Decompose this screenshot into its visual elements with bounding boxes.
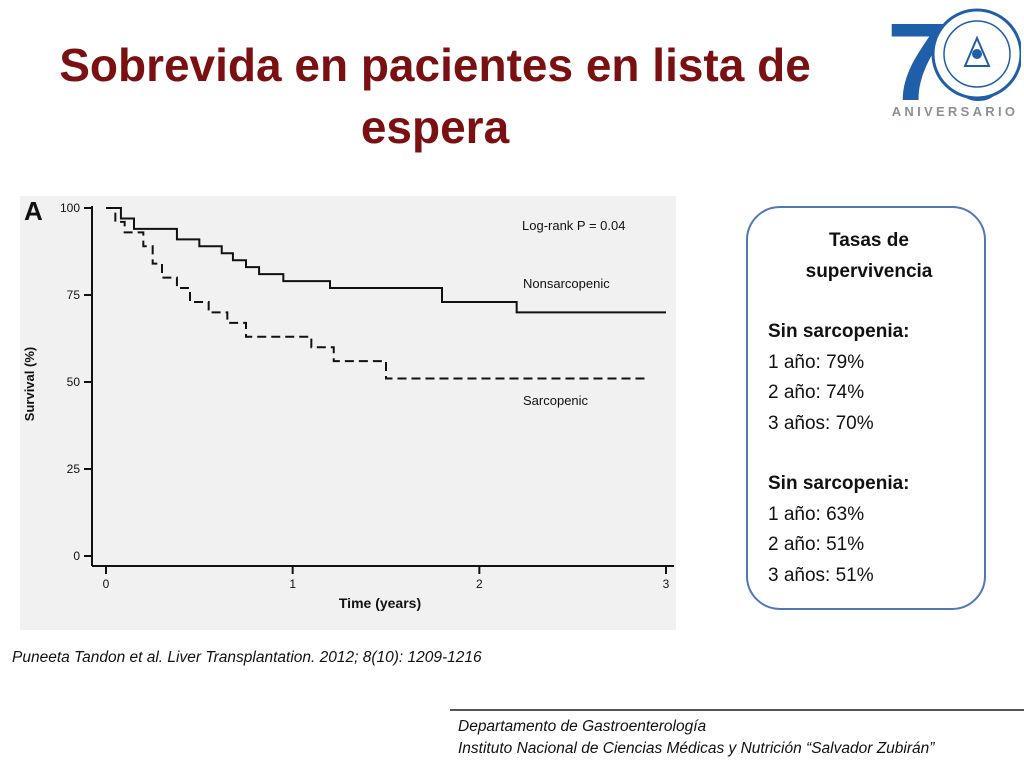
rate-row: 1 año: 63% [768,503,865,525]
survival-chart: 0 25 50 75 100 0 1 2 3 A Log-rank P = 0.04 Nonsa… [22,196,674,611]
footer-department: Departamento de Gastroenterología [458,718,707,735]
rate-row: 3 años: 51% [768,564,874,586]
y-axis-label: Survival (%) [22,347,37,421]
anniversary-logo: 70 [887,4,1021,122]
citation: Puneeta Tandon et al. Liver Transplantat… [12,649,482,666]
y-tick-label: 75 [67,288,81,302]
rate-row: 2 año: 51% [768,534,865,555]
footer: Departamento de Gastroenterología Instit… [458,716,1024,760]
legend-label-nonsarcopenic: Nonsarcopenic [523,276,610,291]
survival-rates-box: Tasas de supervivencia Sin sarcopenia: 1… [746,206,986,610]
x-tick-label: 0 [103,577,110,591]
y-tick-label: 100 [60,201,80,215]
x-tick-label: 1 [289,577,296,591]
y-tick-label: 50 [67,375,81,389]
chart-axes: 0 25 50 75 100 0 1 2 3 [60,201,674,591]
rate-row: 1 año: 79% [768,351,865,373]
rates-group-nonsarcopenic: Sin sarcopenia: 1 año: 79% 2 año: 74% 3 … [768,317,970,439]
x-axis-label: Time (years) [339,595,421,611]
rate-row: 3 años: 70% [768,412,874,434]
chart-annotation: Log-rank P = 0.04 [522,218,625,233]
logo-seal-emblem [963,35,991,67]
y-tick-label: 25 [67,462,81,476]
logo-seal-inner [943,20,1011,88]
x-tick-label: 2 [476,577,483,591]
series-line-sarcopenic [106,207,648,380]
rate-row: 2 año: 74% [768,382,865,403]
slide-title: Sobrevida en pacientes en lista de esper… [59,39,811,153]
series-line-nonsarcopenic [106,207,666,314]
rates-group-heading: Sin sarcopenia: [768,473,910,494]
rates-group-heading: Sin sarcopenia: [768,321,910,342]
survival-chart-panel: 0 25 50 75 100 0 1 2 3 A Log-rank P = 0.04 Nonsa… [20,196,676,630]
rates-group-sarcopenic: Sin sarcopenia: 1 año: 63% 2 año: 51% 3 … [768,469,970,591]
rates-title: Tasas de supervivencia [805,230,933,282]
x-tick-label: 3 [663,577,670,591]
logo-caption: ANIVERSARIO [891,104,1019,119]
footer-divider [450,709,1024,711]
chart-panel-label: A [24,196,43,226]
footer-institute: Instituto Nacional de Ciencias Médicas y… [458,740,935,757]
legend-label-sarcopenic: Sarcopenic [523,393,589,408]
chart-series [106,207,666,380]
y-tick-label: 0 [73,549,80,563]
